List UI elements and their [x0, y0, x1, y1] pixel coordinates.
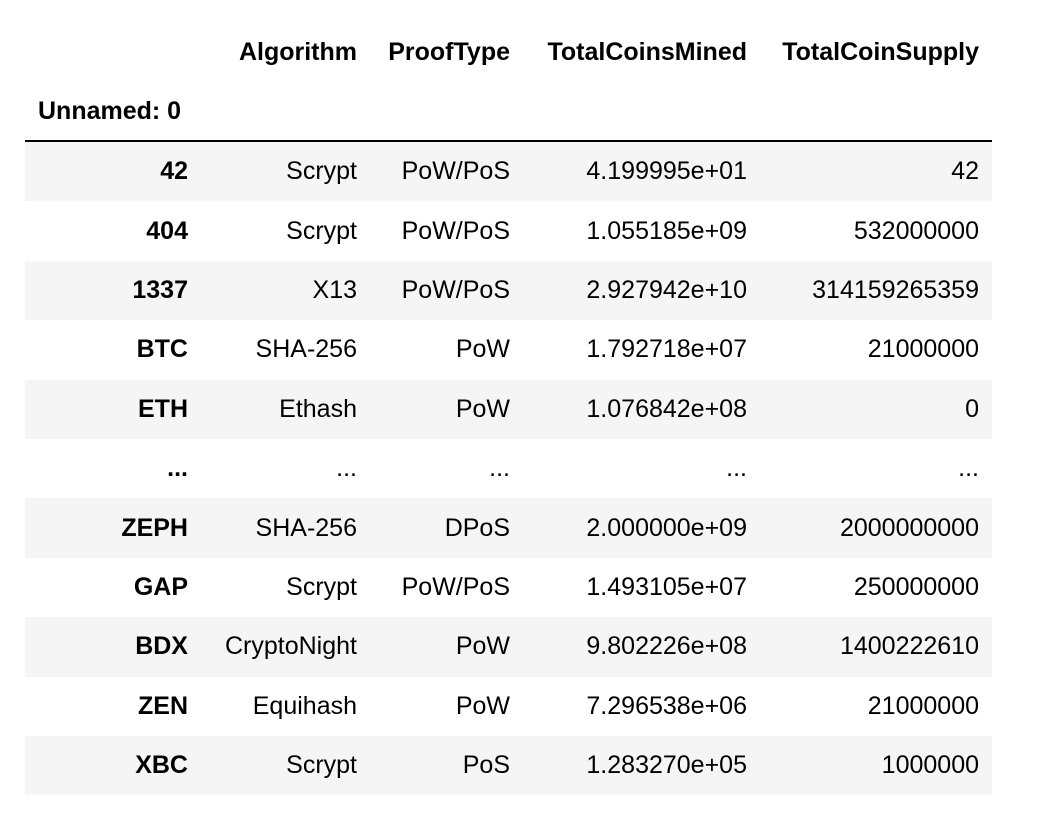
table-row: 404 Scrypt PoW/PoS 1.055185e+09 532000000 [25, 201, 992, 261]
row-index-label: ... [167, 454, 188, 483]
table-row: 1337 X13 PoW/PoS 2.927942e+10 314159265359 [25, 260, 992, 321]
cell-algorithm: ... [336, 454, 357, 483]
cell-algorithm: Scrypt [286, 572, 357, 601]
table-row: BTC SHA-256 PoW 1.792718e+07 21000000 [25, 320, 992, 380]
cell-algorithm: Scrypt [286, 157, 357, 186]
cell-totalcoinsmined: 1.792718e+07 [586, 335, 747, 364]
cell-totalcoinsupply: 0 [965, 394, 979, 423]
cell-algorithm: Scrypt [286, 751, 357, 780]
table-body: 42 Scrypt PoW/PoS 4.199995e+01 42 404 Scrypt Po… [25, 141, 992, 796]
index-row-empty-cell [201, 82, 370, 142]
header-blank-cell [25, 22, 201, 82]
cell-prooftype: PoW [455, 335, 510, 364]
table-row: 42 Scrypt PoW/PoS 4.199995e+01 42 [25, 141, 992, 202]
cell-totalcoinsmined: 9.802226e+08 [586, 632, 747, 661]
table-header: Algorithm ProofType TotalCoinsMined Tota… [25, 22, 992, 142]
cell-prooftype: PoS [462, 751, 510, 780]
row-index-label: XBC [135, 751, 188, 780]
column-header-totalcoinsmined: TotalCoinsMined [547, 37, 747, 66]
table-row: XBC Scrypt PoS 1.283270e+05 1000000 [25, 735, 992, 796]
cell-totalcoinsupply: 21000000 [867, 691, 979, 720]
cell-algorithm: CryptoNight [225, 632, 357, 661]
row-index-label: ZEN [138, 691, 188, 720]
table-row: ZEN Equihash PoW 7.296538e+06 21000000 [25, 676, 992, 736]
cell-prooftype: PoW [455, 691, 510, 720]
dataframe-output: Algorithm ProofType TotalCoinsMined Tota… [25, 22, 992, 796]
cell-totalcoinsmined: 4.199995e+01 [586, 157, 747, 186]
row-index-label: ETH [138, 394, 188, 423]
index-name-label: Unnamed: 0 [25, 82, 201, 142]
cell-prooftype: PoW [455, 394, 510, 423]
table-row: ETH Ethash PoW 1.076842e+08 0 [25, 379, 992, 439]
cell-algorithm: Ethash [279, 394, 357, 423]
cell-totalcoinsupply: 21000000 [867, 335, 979, 364]
cell-totalcoinsmined: 2.927942e+10 [586, 275, 747, 304]
cell-totalcoinsupply: ... [958, 454, 979, 483]
cell-totalcoinsupply: 2000000000 [839, 513, 979, 542]
dataframe-table: Algorithm ProofType TotalCoinsMined Tota… [25, 22, 992, 796]
cell-algorithm: Scrypt [286, 216, 357, 245]
column-header-prooftype: ProofType [388, 37, 510, 66]
row-index-label: GAP [133, 572, 188, 601]
index-row-empty-cell [523, 82, 760, 142]
row-index-label: 42 [160, 157, 188, 186]
cell-totalcoinsmined: 1.055185e+09 [586, 216, 747, 245]
cell-totalcoinsmined: ... [726, 454, 747, 483]
cell-prooftype: DPoS [444, 513, 510, 542]
cell-totalcoinsupply: 250000000 [853, 572, 979, 601]
cell-totalcoinsmined: 1.076842e+08 [586, 394, 747, 423]
row-index-label: ZEPH [121, 513, 188, 542]
cell-totalcoinsupply: 1400222610 [839, 632, 979, 661]
cell-totalcoinsmined: 1.283270e+05 [586, 751, 747, 780]
index-name-row: Unnamed: 0 [25, 82, 992, 142]
cell-totalcoinsmined: 1.493105e+07 [586, 572, 747, 601]
table-row: ............... [25, 438, 992, 499]
cell-prooftype: PoW/PoS [401, 275, 510, 304]
cell-totalcoinsupply: 314159265359 [812, 275, 979, 304]
cell-algorithm: X13 [312, 275, 357, 304]
table-row: GAP Scrypt PoW/PoS 1.493105e+07 250000000 [25, 557, 992, 618]
table-row: BDX CryptoNight PoW 9.802226e+08 1400222610 [25, 617, 992, 677]
cell-totalcoinsupply: 42 [951, 157, 979, 186]
cell-prooftype: PoW/PoS [401, 572, 510, 601]
index-row-empty-cell [760, 82, 992, 142]
column-header-totalcoinsupply: TotalCoinSupply [782, 37, 979, 66]
cell-algorithm: Equihash [252, 691, 357, 720]
row-index-label: BTC [136, 335, 188, 364]
index-row-empty-cell [370, 82, 523, 142]
cell-prooftype: ... [489, 454, 510, 483]
row-index-label: 1337 [132, 275, 188, 304]
column-header-row: Algorithm ProofType TotalCoinsMined Tota… [25, 22, 992, 82]
row-index-label: 404 [146, 216, 188, 245]
cell-algorithm: SHA-256 [255, 513, 357, 542]
cell-totalcoinsupply: 532000000 [853, 216, 979, 245]
cell-prooftype: PoW/PoS [401, 157, 510, 186]
cell-totalcoinsupply: 1000000 [881, 751, 979, 780]
cell-algorithm: SHA-256 [255, 335, 357, 364]
cell-totalcoinsmined: 7.296538e+06 [586, 691, 747, 720]
row-index-label: BDX [135, 632, 188, 661]
cell-prooftype: PoW/PoS [401, 216, 510, 245]
cell-prooftype: PoW [455, 632, 510, 661]
cell-totalcoinsmined: 2.000000e+09 [586, 513, 747, 542]
column-header-algorithm: Algorithm [238, 37, 357, 66]
table-row: ZEPH SHA-256 DPoS 2.000000e+09 2000000000 [25, 498, 992, 558]
